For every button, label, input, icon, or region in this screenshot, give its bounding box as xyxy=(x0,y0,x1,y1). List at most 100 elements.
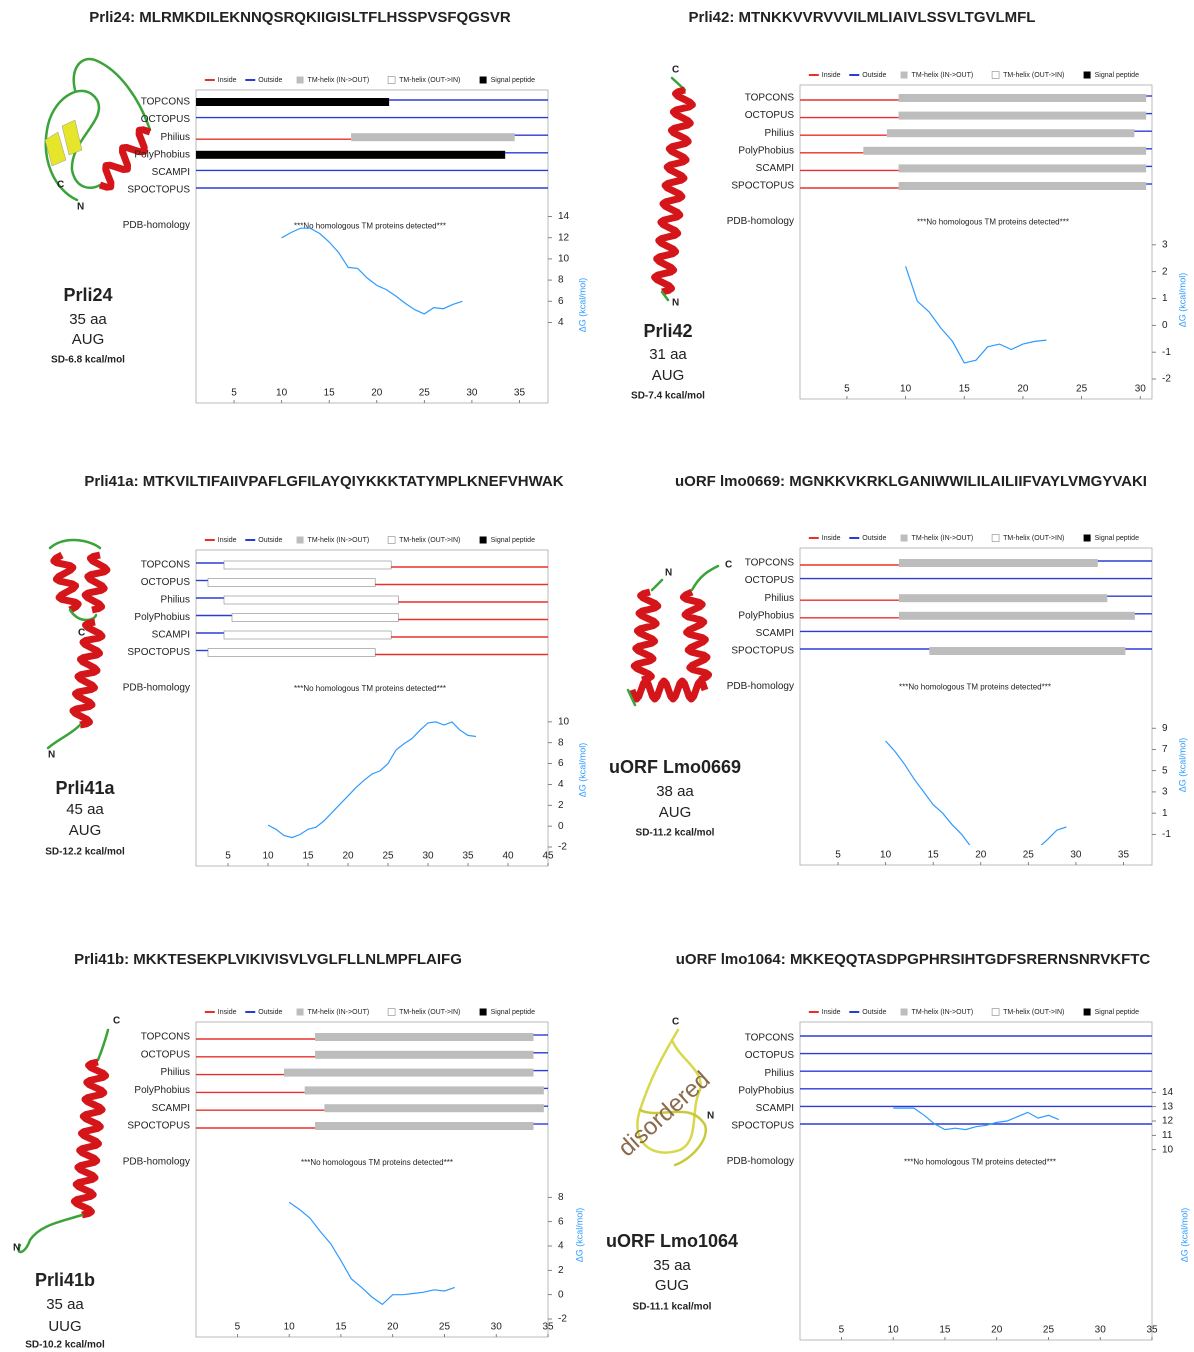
n-terminus: N xyxy=(13,1243,20,1254)
x-tick-label: 40 xyxy=(502,851,514,862)
x-tick-label: 5 xyxy=(844,384,850,395)
tm-segment xyxy=(196,151,505,159)
panel-title: uORF lmo1064: MKKEQQTASDPGPHRSIHTGDFSRER… xyxy=(676,951,1151,968)
method-label: SPOCTOPUS xyxy=(731,646,794,657)
start-codon: UUG xyxy=(48,1318,81,1335)
y-tick-label: 4 xyxy=(558,317,564,328)
y-tick-label: 6 xyxy=(558,296,564,307)
legend-swatch xyxy=(992,1009,999,1016)
pdb-label: PDB-homology xyxy=(123,1156,190,1167)
tm-segment xyxy=(208,649,375,657)
method-label: TOPCONS xyxy=(141,97,191,108)
x-tick-label: 5 xyxy=(839,1325,845,1336)
y-tick-label: 3 xyxy=(1162,787,1168,798)
y-tick-label: 8 xyxy=(558,275,564,286)
x-tick-label: 5 xyxy=(835,850,841,861)
legend-label: Outside xyxy=(258,77,282,84)
helix xyxy=(632,681,705,699)
legend-swatch xyxy=(992,72,999,79)
x-tick-label: 15 xyxy=(335,1322,347,1333)
legend-label: TM-helix (OUT->IN) xyxy=(399,1009,460,1016)
tm-segment xyxy=(284,1069,534,1077)
panel: uORF lmo0669: MGNKKVKRKLGANIWWILILAILIIF… xyxy=(609,473,1187,865)
tm-segment xyxy=(224,631,391,639)
y-tick-label: 0 xyxy=(1162,320,1168,331)
legend-label: Inside xyxy=(218,1009,237,1016)
y-tick-label: 10 xyxy=(1162,1144,1174,1155)
method-label: OCTOPUS xyxy=(141,114,191,125)
x-tick-label: 15 xyxy=(324,388,336,399)
pdb-note: ***No homologous TM proteins detected*** xyxy=(917,218,1069,227)
x-tick-label: 20 xyxy=(342,851,354,862)
y-tick-label: -1 xyxy=(1162,347,1171,358)
y-tick-label: -2 xyxy=(1162,374,1171,385)
orf-length: 38 aa xyxy=(656,783,694,800)
pdb-label: PDB-homology xyxy=(727,681,794,692)
panel-title: Prli41a: MTKVILTIFAIIVPAFLGFILAYQIYKKKTA… xyxy=(84,473,563,490)
c-terminus: C xyxy=(672,1017,679,1028)
legend-label: Outside xyxy=(258,537,282,544)
x-tick-label: 30 xyxy=(1095,1325,1107,1336)
y-tick-label: 12 xyxy=(1162,1116,1174,1127)
x-tick-label: 35 xyxy=(462,851,474,862)
method-label: TOPCONS xyxy=(745,558,795,569)
legend-swatch xyxy=(388,537,395,544)
start-codon: GUG xyxy=(655,1277,689,1294)
method-label: Philius xyxy=(765,1068,794,1079)
method-label: SCAMPI xyxy=(756,628,794,639)
y-tick-label: 2 xyxy=(1162,266,1168,277)
helix xyxy=(74,1062,105,1215)
dg-line xyxy=(906,266,1047,363)
y-tick-label: 6 xyxy=(558,1216,564,1227)
x-tick-label: 45 xyxy=(542,851,554,862)
helix xyxy=(54,555,78,610)
method-label: SPOCTOPUS xyxy=(127,647,190,658)
tm-segment xyxy=(899,559,1098,567)
orf-name: Prli41a xyxy=(55,778,115,798)
legend-label: TM-helix (OUT->IN) xyxy=(399,77,460,84)
pdb-note: ***No homologous TM proteins detected*** xyxy=(294,222,446,231)
helix xyxy=(85,555,107,610)
method-label: SCAMPI xyxy=(152,1103,190,1114)
legend-label: Inside xyxy=(822,72,841,79)
method-label: OCTOPUS xyxy=(141,577,191,588)
y-tick-label: 4 xyxy=(558,1241,564,1252)
pdb-label: PDB-homology xyxy=(123,220,190,231)
method-label: TOPCONS xyxy=(141,1032,191,1043)
orf-name: uORF Lmo0669 xyxy=(609,757,741,777)
tm-segment xyxy=(315,1051,533,1059)
legend-label: Inside xyxy=(218,77,237,84)
method-label: SPOCTOPUS xyxy=(127,1121,190,1132)
y-tick-label: 8 xyxy=(558,737,564,748)
x-tick-label: 30 xyxy=(1135,384,1147,395)
legend-label: TM-helix (OUT->IN) xyxy=(1003,1009,1064,1016)
y-tick-label: 10 xyxy=(558,716,570,727)
legend-swatch xyxy=(297,537,304,544)
tm-segment xyxy=(315,1122,533,1130)
legend-swatch xyxy=(1084,535,1091,542)
panel-title: Prli24: MLRMKDILEKNNQSRQKIIGISLTFLHSSPVS… xyxy=(89,9,511,26)
method-label: Philius xyxy=(765,128,794,139)
y-tick-label: 14 xyxy=(1162,1087,1174,1098)
x-tick-label: 30 xyxy=(422,851,434,862)
method-label: SPOCTOPUS xyxy=(731,1121,794,1132)
x-tick-label: 25 xyxy=(1043,1325,1055,1336)
legend-label: TM-helix (IN->OUT) xyxy=(308,537,370,544)
x-tick-label: 20 xyxy=(1017,384,1029,395)
legend-label: Signal peptide xyxy=(1095,72,1139,79)
loop xyxy=(48,725,80,748)
method-label: Philius xyxy=(161,132,190,143)
loop xyxy=(692,566,718,590)
x-tick-label: 25 xyxy=(1076,384,1088,395)
method-label: TOPCONS xyxy=(745,93,795,104)
x-tick-label: 20 xyxy=(371,388,383,399)
legend-label: TM-helix (IN->OUT) xyxy=(912,535,974,542)
c-terminus: C xyxy=(57,180,64,191)
dg-line xyxy=(893,1108,1059,1130)
dg-line xyxy=(289,1202,455,1304)
structure-label: disordered xyxy=(613,1066,715,1162)
x-tick-label: 10 xyxy=(262,851,274,862)
orf-length: 35 aa xyxy=(69,311,107,328)
pdb-note: ***No homologous TM proteins detected*** xyxy=(904,1158,1056,1167)
tm-segment xyxy=(899,112,1147,120)
